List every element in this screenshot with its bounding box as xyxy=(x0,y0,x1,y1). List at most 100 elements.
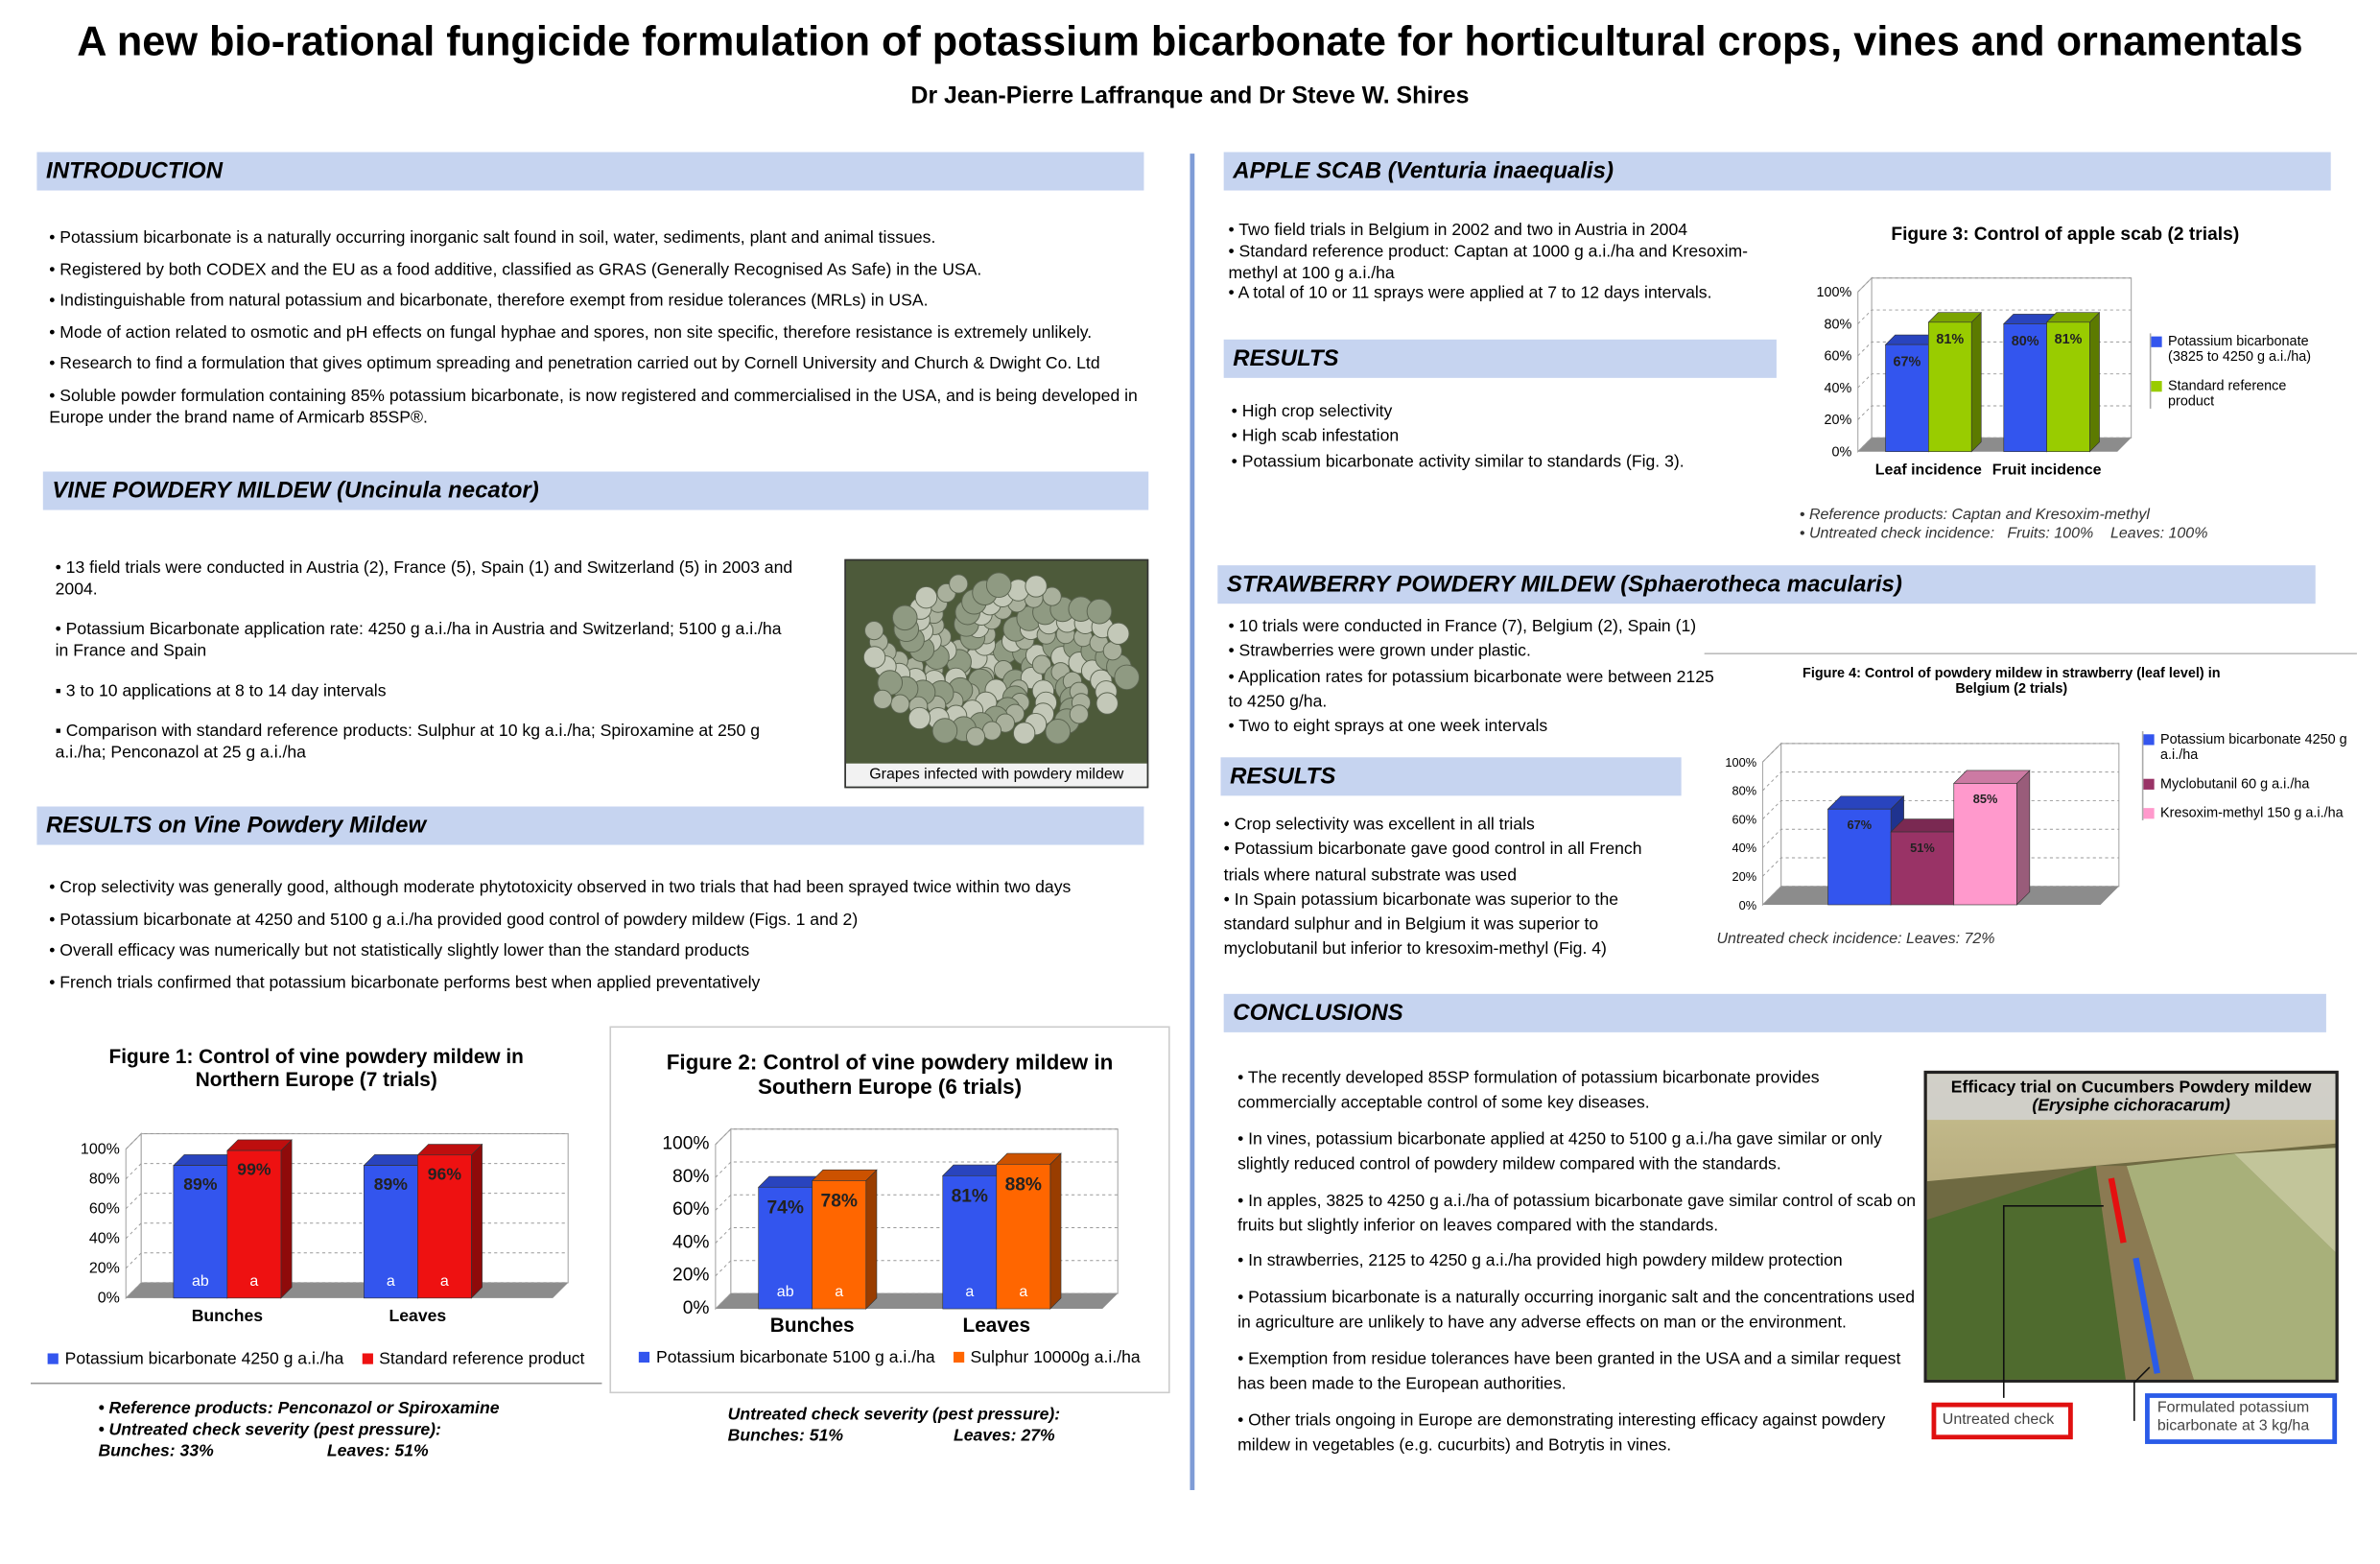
grapes-image xyxy=(862,572,1140,746)
legend: Potassium bicarbonate 4250 g a.i./ha Mycl… xyxy=(2141,731,2351,820)
grid-line xyxy=(125,1222,569,1240)
label-untreated: Untreated check xyxy=(1931,1402,2073,1440)
grape xyxy=(1042,586,1062,606)
bar-side xyxy=(865,1169,878,1310)
legend-swatch xyxy=(2151,381,2162,392)
bullet: • Potassium bicarbonate is a naturally o… xyxy=(49,228,936,248)
bar xyxy=(364,1165,418,1299)
value-label: 89% xyxy=(374,1174,409,1194)
y-tick-label: 80% xyxy=(89,1171,120,1187)
section-heading: INTRODUCTION xyxy=(36,152,1144,191)
bar xyxy=(1953,783,2017,906)
bar xyxy=(417,1154,472,1299)
value-label: 89% xyxy=(183,1174,218,1194)
bullet: • Crop selectivity was excellent in all … xyxy=(1223,816,1535,835)
y-tick-label: 40% xyxy=(1825,381,1852,396)
value-label: 67% xyxy=(1894,355,1921,370)
bullet: • Soluble powder formulation containing … xyxy=(49,386,1138,427)
legend-label: Kresoxim-methyl 150 g a.i./ha xyxy=(2160,804,2344,820)
bar-side xyxy=(1970,311,1982,453)
photo-pointers xyxy=(2002,1204,2151,1421)
x-tick-label: Leaf incidence xyxy=(1875,462,1982,479)
legend-swatch xyxy=(953,1351,965,1363)
legend-item: Standard reference product xyxy=(2151,378,2335,409)
grid-line xyxy=(1762,743,2119,763)
x-tick-label: Leaves xyxy=(389,1306,447,1325)
chart: 0% 20% 40% 60% 80% 100% Leaf incidence 67% 81% Fr… xyxy=(1817,276,2133,479)
grid-line xyxy=(125,1252,569,1269)
y-tick-label: 20% xyxy=(89,1261,120,1277)
grape xyxy=(1031,654,1052,675)
photo-title-text: Efficacy trial on Cucumbers Powdery mild… xyxy=(1950,1078,2312,1098)
back-wall xyxy=(1761,742,1782,907)
bullet-list: • The recently developed 85SP formulatio… xyxy=(1237,1066,1920,1469)
chart: 0% 20% 40% 60% 80% 100% 67% 51% 85% xyxy=(1725,742,2120,912)
section-heading: RESULTS on Vine Powdery Mildew xyxy=(36,806,1144,845)
bullet-list: • Crop selectivity was excellent in all … xyxy=(1224,813,1669,963)
bullet-list: • 10 trials were conducted in France (7)… xyxy=(1228,614,1719,739)
y-tick-label: 100% xyxy=(81,1141,120,1157)
value-label: 81% xyxy=(952,1187,988,1207)
legend-item: Potassium bicarbonate (3825 to 4250 g a.… xyxy=(2151,333,2335,364)
legend: Potassium bicarbonate 5100 g a.i./ha Sulp… xyxy=(617,1349,1162,1367)
bar-top xyxy=(811,1169,878,1181)
grape xyxy=(949,574,969,594)
legend-item: Sulphur 10000g a.i./ha xyxy=(953,1348,1141,1367)
bar xyxy=(1827,808,1892,906)
y-tick-label: 0% xyxy=(1739,898,1756,912)
bar xyxy=(1885,344,1929,453)
grid-line xyxy=(1762,771,2119,792)
back-wall xyxy=(125,1132,142,1300)
legend-label: Potassium bicarbonate 4250 g a.i./ha xyxy=(2160,731,2347,763)
chart-title: Figure 4: Control of powdery mildew in s… xyxy=(1803,665,2221,697)
chart: 0% 20% 40% 60% 80% 100% Bunches 74% ab 78% a Leaves… xyxy=(662,1127,1119,1337)
y-tick-label: 60% xyxy=(89,1200,120,1217)
y-tick-label: 80% xyxy=(672,1167,709,1187)
bullet-list: • Crop selectivity was generally good, a… xyxy=(49,877,1154,1003)
grape xyxy=(891,604,918,631)
y-tick-label: 100% xyxy=(662,1134,709,1154)
y-tick-label: 20% xyxy=(672,1266,709,1286)
figure-note: • Untreated check incidence: Fruits: 100… xyxy=(1799,525,2208,543)
legend-label: Sulphur 10000g a.i./ha xyxy=(970,1348,1141,1367)
chart-title: Figure 1: Control of vine powdery mildew… xyxy=(108,1044,524,1091)
y-tick-label: 60% xyxy=(1732,812,1756,826)
bar-top xyxy=(1927,312,1983,323)
pointer-line xyxy=(2133,1366,2151,1421)
significance-letter: a xyxy=(835,1284,843,1300)
bracket-blue xyxy=(2133,1257,2160,1374)
bracket-red xyxy=(2108,1177,2127,1244)
bullet-list: • Potassium bicarbonate is a naturally o… xyxy=(49,227,1154,438)
x-tick-label: Fruit incidence xyxy=(1992,462,2102,479)
crop-row xyxy=(2233,1148,2336,1252)
legend-item: Kresoxim-methyl 150 g a.i./ha xyxy=(2143,805,2350,820)
legend-item: Potassium bicarbonate 4250 g a.i./ha xyxy=(47,1350,343,1368)
label-formulated: Formulated potassium bicarbonate at 3 kg… xyxy=(2145,1393,2338,1444)
bullet: ▪ 3 to 10 applications at 8 to 14 day in… xyxy=(55,681,387,701)
grid-line xyxy=(1762,799,2119,819)
x-tick-label: Leaves xyxy=(963,1315,1031,1337)
grid-line xyxy=(125,1282,569,1299)
section-heading: VINE POWDERY MILDEW (Uncinula necator) xyxy=(42,471,1149,510)
grape xyxy=(864,621,884,641)
bar-side xyxy=(471,1143,483,1299)
image-caption: Grapes infected with powdery mildew xyxy=(845,763,1147,787)
y-tick-label: 100% xyxy=(1725,755,1756,770)
legend-swatch xyxy=(2151,336,2162,347)
bar xyxy=(1928,321,1972,453)
bullet: • Other trials ongoing in Europe are dem… xyxy=(1237,1410,1886,1455)
legend-item: Myclobutanil 60 g a.i./ha xyxy=(2143,776,2350,792)
bar-top xyxy=(1826,795,1905,810)
bullet: • Potassium bicarbonate activity similar… xyxy=(1231,452,1685,471)
grape xyxy=(1096,692,1119,715)
legend-label: Potassium bicarbonate 5100 g a.i./ha xyxy=(655,1348,935,1367)
figure-note: Bunches: 51% xyxy=(727,1427,844,1446)
bar-top xyxy=(416,1144,483,1156)
grid-line xyxy=(715,1227,1119,1244)
grid-line xyxy=(1762,857,2119,877)
figure-note: Untreated check severity (pest pressure)… xyxy=(727,1405,1061,1425)
crop-row xyxy=(1926,1166,2126,1380)
grape xyxy=(914,585,938,609)
grape xyxy=(1045,719,1072,745)
